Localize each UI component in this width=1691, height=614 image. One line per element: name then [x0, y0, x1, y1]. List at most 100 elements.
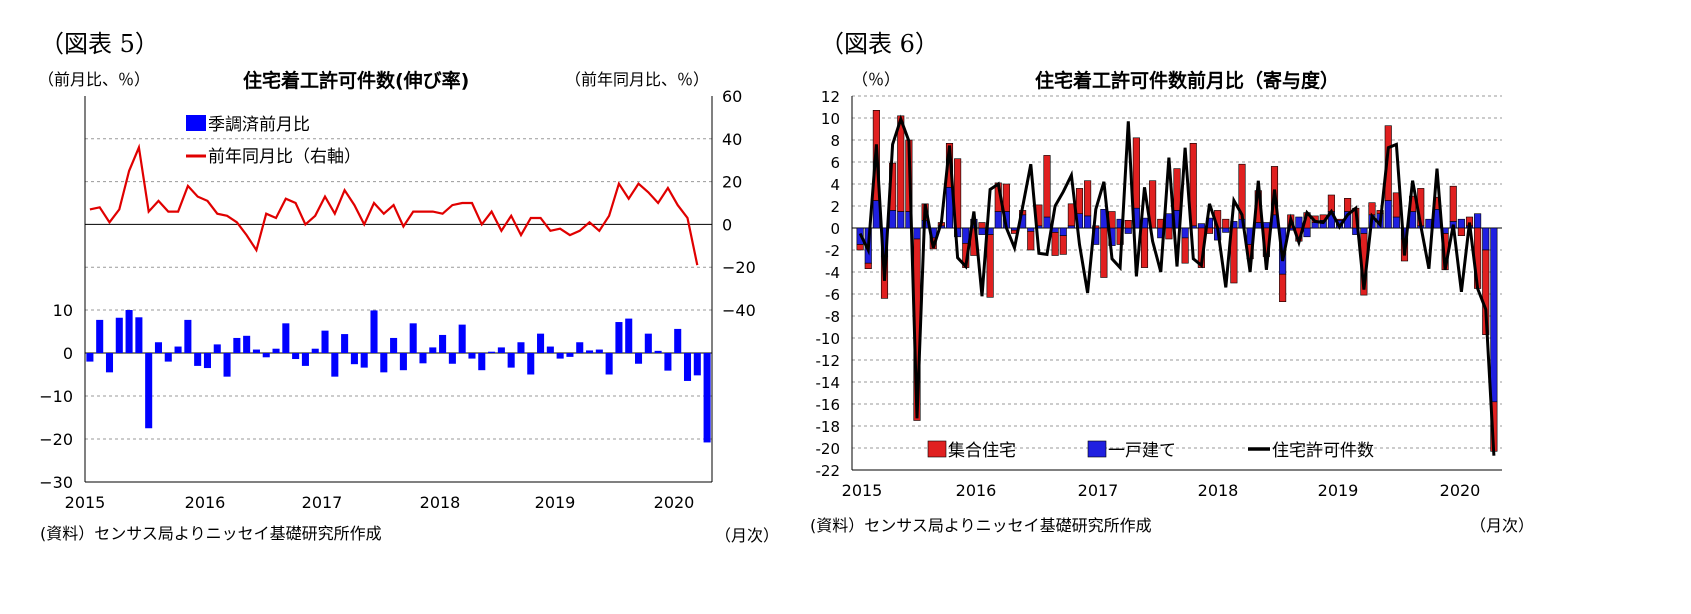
bar-mom	[439, 334, 447, 353]
bar-multi-family	[1230, 227, 1238, 284]
bar-mom	[595, 349, 603, 353]
bar-multi-family	[1043, 155, 1051, 218]
legend-label-total-permits: 住宅許可件数	[1272, 441, 1374, 461]
left-y-tick-label: −10	[39, 387, 73, 406]
x-year-label: 2020	[654, 493, 695, 512]
bar-multi-family	[1165, 227, 1173, 240]
right-y-tick-label: −20	[722, 258, 756, 277]
bar-single-family	[1222, 227, 1230, 233]
bar-mom	[331, 353, 339, 377]
y-tick-label: -10	[816, 330, 841, 348]
bar-multi-family	[1092, 225, 1100, 229]
bar-single-family	[1262, 222, 1270, 229]
bar-multi-family	[1279, 273, 1287, 303]
bar-single-family	[1457, 218, 1465, 229]
x-year-label: 2015	[842, 481, 883, 500]
bar-multi-family	[1002, 183, 1010, 212]
figure-5-chart: 10 0 −10 −20 −30 60 40 20 0 −20 −40 2015 2016 2017 201…	[39, 87, 756, 512]
bar-mom	[194, 353, 202, 366]
bar-mom	[566, 353, 574, 357]
bar-mom	[311, 348, 319, 353]
figure-5-left-axis-unit: （前月比、％）	[38, 70, 151, 89]
bar-mom	[527, 353, 535, 375]
y-tick-label: 6	[830, 154, 840, 172]
bar-mom	[448, 353, 456, 364]
bar-mom	[213, 344, 221, 353]
y-tick-label: -2	[825, 242, 840, 260]
x-year-label: 2018	[420, 493, 461, 512]
bar-multi-family	[1384, 125, 1392, 201]
bar-mom	[223, 353, 231, 377]
bar-multi-family	[1222, 218, 1230, 229]
bar-multi-family	[1084, 180, 1092, 217]
bar-mom	[399, 353, 407, 371]
bar-mom	[370, 310, 378, 353]
x-year-label: 2020	[1440, 481, 1481, 500]
bar-multi-family	[856, 244, 864, 251]
bar-single-family	[897, 211, 905, 229]
figure-6-x-unit: （月次）	[1470, 516, 1535, 535]
bar-mom	[537, 333, 545, 353]
bar-single-family	[1392, 216, 1400, 229]
bar-mom	[683, 353, 692, 381]
bar-multi-family	[1149, 180, 1157, 229]
bar-single-family	[1482, 227, 1490, 251]
bar-mom	[664, 353, 672, 371]
figure-5-x-unit: （月次）	[715, 526, 780, 545]
figure-5-right-axis-unit: （前年同月比、％）	[565, 70, 710, 89]
bar-mom	[164, 353, 172, 362]
bar-mom	[360, 353, 368, 368]
bar-single-family	[1360, 227, 1368, 234]
bar-single-family	[1311, 222, 1319, 229]
figure-6-chart: 121086420-2-4-6-8-10-12-14-16-18-20-2220…	[816, 88, 1502, 500]
bar-multi-family	[1100, 227, 1108, 278]
bar-mom	[634, 353, 643, 364]
bar-single-family	[962, 227, 970, 244]
bar-mom	[233, 337, 241, 353]
legend-label-multi-family: 集合住宅	[948, 441, 1016, 461]
bar-single-family	[889, 210, 897, 229]
bar-mom	[96, 319, 104, 353]
legend-swatch-mom	[186, 115, 206, 131]
y-tick-label: -16	[816, 396, 841, 414]
legend-label-yoy: 前年同月比（右軸）	[208, 147, 361, 167]
bar-mom	[350, 353, 358, 365]
bar-mom	[282, 323, 290, 353]
bar-multi-family	[1344, 198, 1352, 212]
figure-6-title: 住宅着工許可件数前月比（寄与度）	[1035, 70, 1340, 92]
bar-mom	[703, 353, 711, 443]
right-y-tick-label: 60	[722, 87, 742, 106]
bar-multi-family	[1124, 220, 1132, 229]
x-year-label: 2016	[185, 493, 226, 512]
bar-mom	[292, 353, 300, 360]
bar-mom	[478, 353, 486, 371]
bar-single-family	[978, 227, 986, 235]
bar-multi-family	[1189, 143, 1197, 227]
y-tick-label: -4	[825, 264, 840, 282]
bar-mom	[154, 342, 163, 353]
bar-multi-family	[978, 222, 986, 229]
bar-mom	[419, 353, 427, 364]
right-y-tick-label: 40	[722, 130, 742, 149]
x-year-label: 2018	[1198, 481, 1239, 500]
bar-mom	[409, 323, 417, 353]
legend-label-single-family: 一戸建て	[1108, 441, 1176, 461]
x-year-label: 2019	[1318, 481, 1359, 500]
bar-single-family	[1474, 213, 1482, 229]
y-tick-label: 0	[830, 220, 840, 238]
bar-mom	[605, 353, 613, 375]
bar-single-family	[1124, 227, 1132, 234]
bar-multi-family	[1140, 227, 1149, 268]
bar-mom	[243, 335, 251, 353]
bar-single-family	[1384, 200, 1392, 229]
bar-mom	[115, 317, 123, 353]
y-tick-label: -12	[816, 352, 841, 370]
bar-single-family	[1067, 225, 1075, 229]
bar-multi-family	[1059, 235, 1067, 255]
bar-mom	[145, 353, 153, 429]
line-yoy	[89, 143, 699, 266]
y-tick-label: -20	[816, 440, 841, 458]
bar-mom	[429, 347, 437, 353]
bar-multi-family	[1457, 227, 1465, 236]
legend-swatch-single-family	[1087, 440, 1107, 458]
